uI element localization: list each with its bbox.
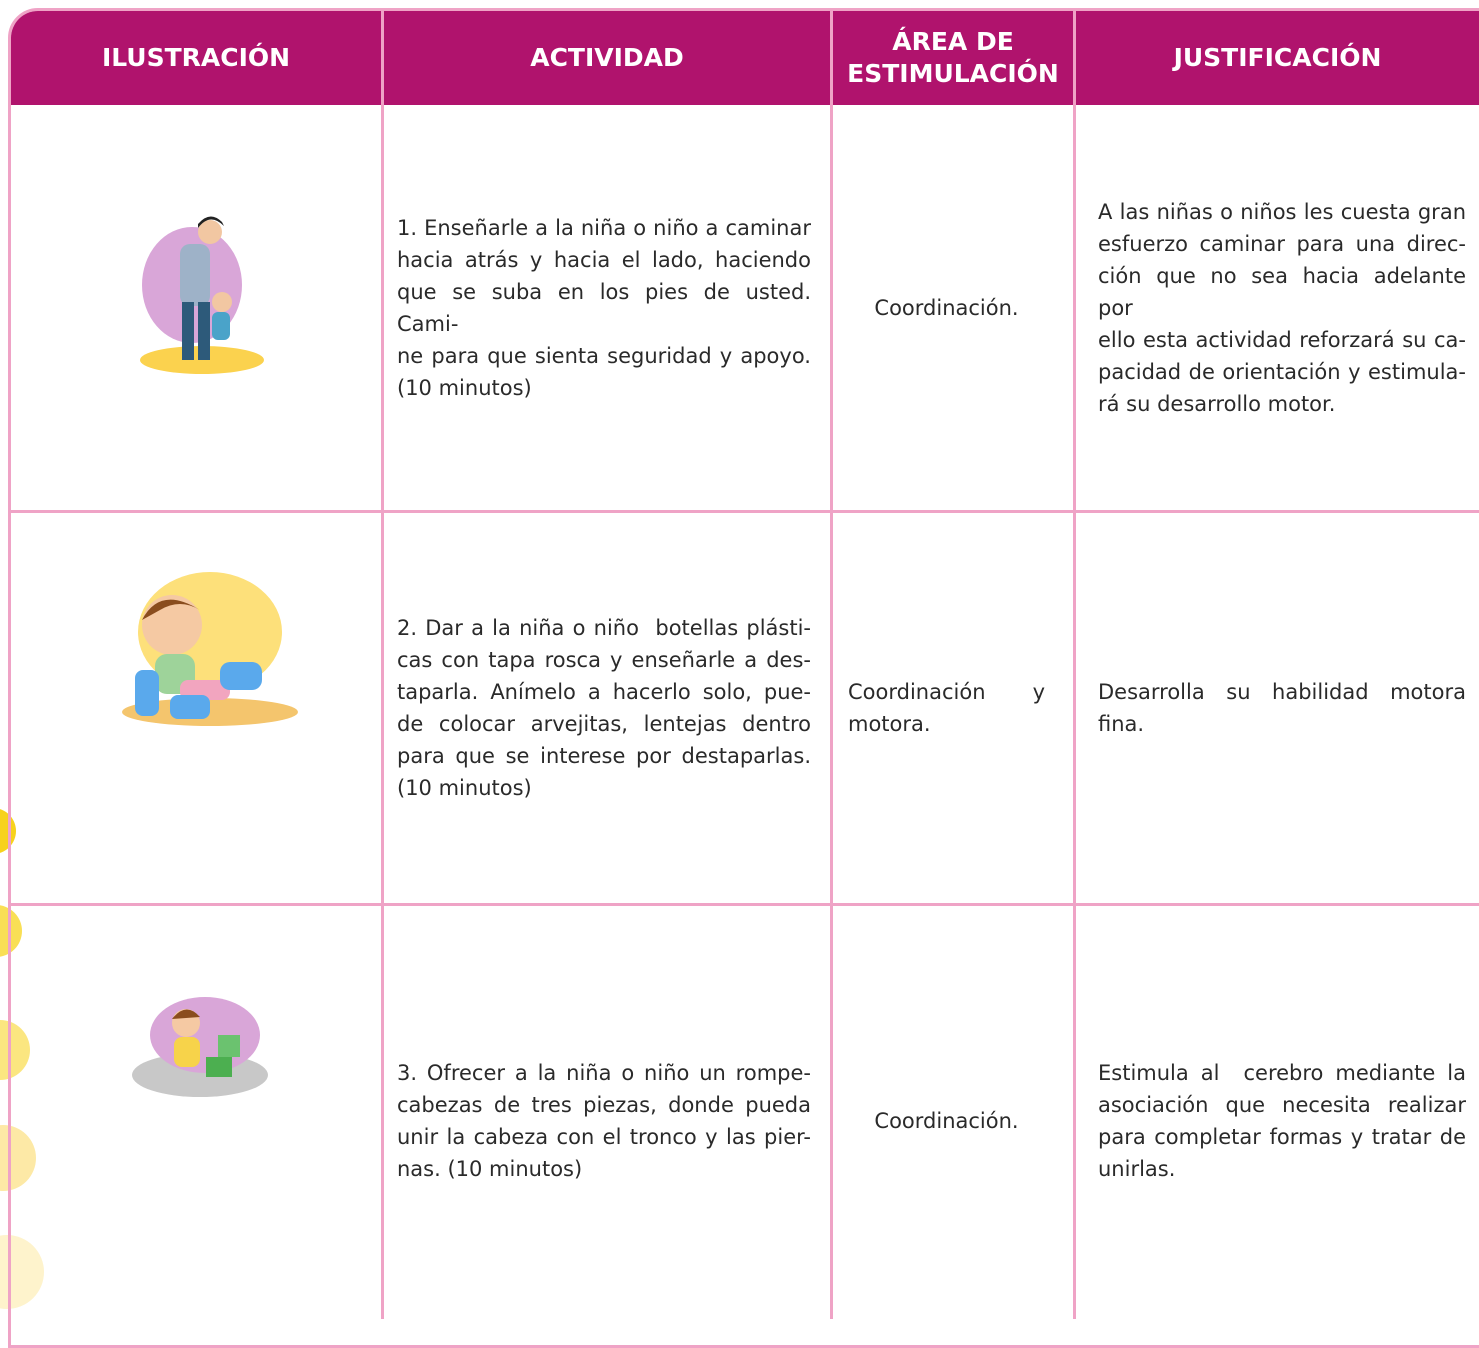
activity-text: 2. Dar a la niña o niño botellas plásti-…	[397, 612, 811, 804]
text-line: ción que no sea hacia adelante por	[1098, 263, 1473, 320]
text-line: motora.	[848, 712, 931, 736]
activity-text: 1. Enseñarle a la niña o niño a caminar h…	[397, 212, 811, 404]
text-line: para completar formas y tratar de	[1098, 1125, 1466, 1149]
column-header: ILUSTRACIÓN	[11, 11, 381, 105]
column-header: ACTIVIDAD	[384, 11, 830, 105]
area-cell: Coordinación y motora.	[848, 513, 1045, 903]
text-line: cas con tapa rosca y enseñarle a des-	[397, 648, 811, 672]
row-divider	[11, 903, 1479, 906]
text-line: 2. Dar a la niña o niño botellas plásti-	[397, 616, 811, 640]
illustration	[140, 216, 264, 374]
activity-cell: 3. Ofrecer a la niña o niño un rompe-cab…	[397, 906, 811, 1336]
text-line: ello esta actividad reforzará su ca-	[1098, 327, 1466, 352]
page: (() => { const data = JSON.parse(documen…	[0, 8, 1479, 1348]
text-line: unirlas.	[1098, 1157, 1176, 1181]
area-text: Coordinación.	[848, 292, 1045, 324]
text-line: cabezas de tres piezas, donde pueda	[397, 1093, 811, 1117]
header-text: JUSTIFICACIÓN	[1173, 43, 1382, 72]
text-line: nas. (10 minutos)	[397, 1157, 583, 1181]
header-text: ILUSTRACIÓN	[101, 43, 291, 72]
text-line: rá su desarrollo motor.	[1098, 391, 1336, 416]
text-line: taparla. Anímelo a hacerlo solo, pue-	[397, 680, 811, 704]
illustration	[132, 997, 268, 1097]
text-line: de colocar arvejitas, lentejas dentro	[397, 712, 811, 736]
header-text: ÁREA DE	[892, 27, 1014, 56]
table-header	[11, 11, 1479, 105]
text-line: unir la cabeza con el tronco y las pier-	[397, 1125, 811, 1149]
justification-cell: Desarrolla su habilidad motora fina.	[1098, 513, 1466, 903]
decor-dot	[0, 905, 22, 957]
text-line: Coordinación.	[874, 1109, 1019, 1133]
column-divider	[381, 11, 384, 1319]
text-line: para que se interese por destaparlas.	[397, 744, 811, 768]
area-cell: Coordinación.	[848, 906, 1045, 1336]
header-text: ESTIMULACIÓN	[847, 59, 1059, 88]
text-line: esfuerzo caminar para una direc-	[1098, 231, 1466, 256]
activity-cell: 2. Dar a la niña o niño botellas plásti-…	[397, 513, 811, 903]
text-line: fina.	[1098, 712, 1145, 736]
justification-text: Desarrolla su habilidad motora fina.	[1098, 676, 1466, 740]
column-header: JUSTIFICACIÓN	[1076, 11, 1479, 105]
area-text: Coordinación.	[848, 1105, 1045, 1137]
column-divider	[1073, 11, 1076, 1319]
area-text: Coordinación y motora.	[848, 676, 1045, 740]
justification-text: A las niñas o niños les cuesta gran esfue…	[1098, 196, 1466, 420]
activity-text: 3. Ofrecer a la niña o niño un rompe-cab…	[397, 1057, 811, 1185]
text-line: pacidad de orientación y estimula-	[1098, 359, 1466, 384]
justification-cell: A las niñas o niños les cuesta gran esfue…	[1098, 105, 1466, 510]
text-line: A las niñas o niños les cuesta gran	[1098, 199, 1466, 224]
activity-cell: 1. Enseñarle a la niña o niño a caminar h…	[397, 105, 811, 510]
justification-cell: Estimula al cerebro mediante la asociació…	[1098, 906, 1466, 1336]
text-line: hacia atrás y hacia el lado, haciendo	[397, 247, 811, 272]
header-text: ACTIVIDAD	[530, 43, 684, 72]
text-line: que se suba en los pies de usted. Cami-	[397, 279, 818, 336]
text-line: (10 minutos)	[397, 776, 532, 800]
text-line: Coordinación.	[874, 295, 1019, 320]
row-divider	[11, 510, 1479, 513]
text-line: Coordinación y	[848, 680, 1045, 704]
justification-text: Estimula al cerebro mediante la asociació…	[1098, 1057, 1466, 1185]
text-line: Estimula al cerebro mediante la	[1098, 1061, 1466, 1085]
column-header: ÁREA DE ESTIMULACIÓN	[833, 11, 1073, 105]
text-line: 1. Enseñarle a la niña o niño a caminar	[397, 215, 811, 240]
text-line: ne para que sienta seguridad y apoyo.	[397, 343, 811, 368]
text-line: (10 minutos)	[397, 375, 532, 400]
text-line: asociación que necesita realizar	[1098, 1093, 1466, 1117]
text-line: 3. Ofrecer a la niña o niño un rompe-	[397, 1061, 811, 1085]
illustration	[122, 572, 298, 726]
area-cell: Coordinación.	[848, 105, 1045, 510]
text-line: Desarrolla su habilidad motora	[1098, 680, 1466, 704]
column-divider	[830, 11, 833, 1319]
